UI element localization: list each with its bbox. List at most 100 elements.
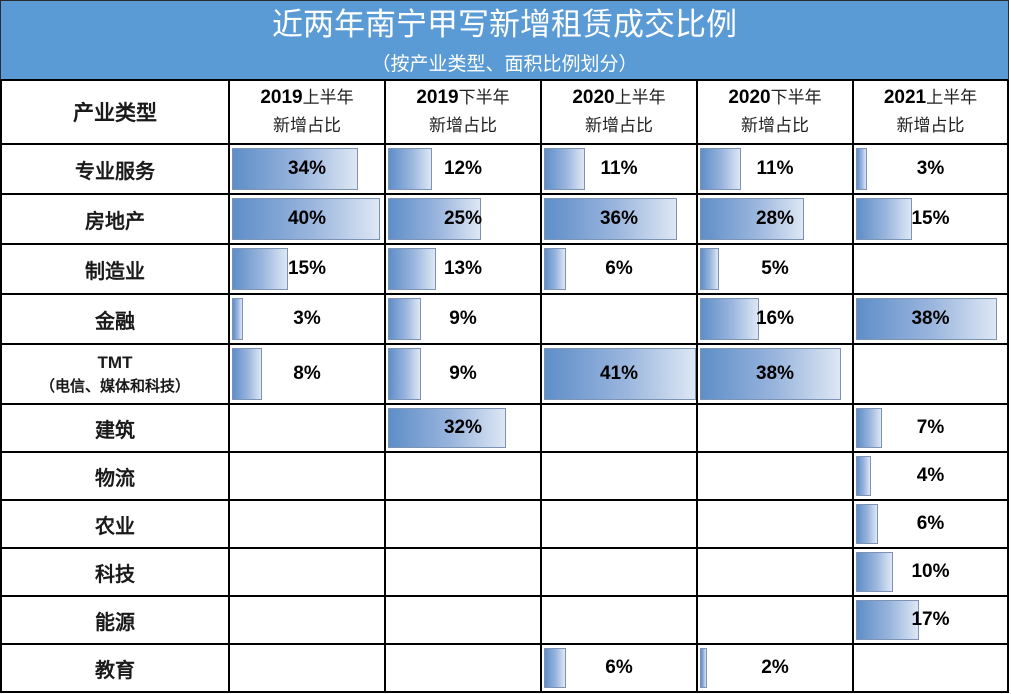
data-bar <box>700 348 841 400</box>
metric-label: 新增占比 <box>273 115 341 136</box>
data-bar <box>544 348 696 400</box>
value-cell: 11% <box>698 145 854 193</box>
category-label: 科技 <box>2 549 228 595</box>
column-header-cell: 2019下半年新增占比 <box>386 80 542 143</box>
value-cell: 12% <box>386 145 542 193</box>
period-label: 2019下半年 <box>416 84 509 112</box>
percentage-value: 3% <box>293 308 321 329</box>
value-cell <box>542 453 698 499</box>
percentage-value: 7% <box>916 417 945 438</box>
percentage-value: 28% <box>755 208 795 229</box>
column-header-row: 产业类型 2019上半年 新增占比 2019下半年 新增占比 2020上半年 新增占比 202… <box>0 80 1009 145</box>
chart-subtitle: （按产业类型、面积比例划分） <box>371 53 638 75</box>
data-bar <box>700 198 804 240</box>
metric-label: 新增占比 <box>429 115 497 136</box>
value-cell <box>854 645 1009 691</box>
category-label: TMT （电信、媒体和科技） <box>2 345 228 403</box>
value-cell: 3% <box>854 145 1009 193</box>
category-name: 金融 <box>95 308 135 333</box>
half-year-label: 下半年 <box>458 87 510 108</box>
value-cell: 13% <box>386 245 542 293</box>
percentage-value: 9% <box>449 308 477 329</box>
title-banner: 近两年南宁甲写新增租赁成交比例 （按产业类型、面积比例划分） <box>0 0 1009 81</box>
value-cell: 6% <box>542 245 698 293</box>
year-label: 2020 <box>728 86 771 108</box>
category-cell: 能源 <box>0 597 230 643</box>
column-header: 2019上半年新增占比 <box>230 80 384 143</box>
value-cell: 9% <box>386 295 542 343</box>
percentage-value: 15% <box>287 258 327 279</box>
category-label: 房地产 <box>2 195 228 243</box>
half-year-label: 上半年 <box>614 87 666 108</box>
category-subtitle: （电信、媒体和科技） <box>39 376 190 395</box>
value-cell <box>854 245 1009 293</box>
percentage-value: 40% <box>287 208 327 229</box>
data-bar <box>700 298 759 340</box>
column-header: 2021上半年 新增占比 <box>854 80 1007 143</box>
value-cell: 16% <box>698 295 854 343</box>
category-name: 专业服务 <box>75 158 155 183</box>
percentage-value: 11% <box>600 158 638 179</box>
percentage-value: 36% <box>599 208 639 229</box>
percentage-value: 6% <box>605 657 633 678</box>
category-name: 建筑 <box>95 417 135 442</box>
category-label: 建筑 <box>2 405 228 451</box>
category-label: 专业服务 <box>2 145 228 193</box>
value-cell <box>698 405 854 451</box>
column-header: 2019下半年新增占比 <box>386 80 540 143</box>
value-cell <box>386 453 542 499</box>
category-header-cell: 产业类型 <box>0 80 230 143</box>
table-row: 农业 6% <box>0 501 1009 549</box>
category-label: 农业 <box>2 501 228 547</box>
category-label: 能源 <box>2 597 228 643</box>
value-cell <box>542 405 698 451</box>
data-bar <box>856 600 919 640</box>
data-bar <box>388 298 421 340</box>
percentage-value: 13% <box>443 258 483 279</box>
half-year-label: 上半年 <box>302 87 354 108</box>
category-name: 房地产 <box>85 208 145 233</box>
data-bar <box>700 148 741 190</box>
value-cell <box>230 405 386 451</box>
value-cell: 4% <box>854 453 1009 499</box>
data-bar <box>856 198 912 240</box>
value-cell: 25% <box>386 195 542 243</box>
percentage-value: 6% <box>916 513 945 534</box>
value-cell <box>698 501 854 547</box>
percentage-value: 16% <box>755 308 795 329</box>
data-bar <box>544 148 585 190</box>
category-cell: 专业服务 <box>0 145 230 193</box>
data-bar <box>232 198 380 240</box>
category-cell: 教育 <box>0 645 230 691</box>
data-bar <box>388 248 436 290</box>
category-cell: 物流 <box>0 453 230 499</box>
percentage-value: 10% <box>911 561 950 582</box>
value-cell <box>230 453 386 499</box>
value-cell: 2% <box>698 645 854 691</box>
table-row: 教育 6% 2% <box>0 645 1009 693</box>
data-bar <box>856 504 878 544</box>
half-year-label: 上半年 <box>926 87 978 108</box>
category-label: 金融 <box>2 295 228 343</box>
data-bar <box>388 148 432 190</box>
data-bar <box>856 148 867 190</box>
percentage-value: 15% <box>911 208 950 229</box>
category-name: 科技 <box>95 561 135 586</box>
percentage-value: 12% <box>443 158 483 179</box>
year-label: 2019 <box>260 86 303 108</box>
year-label: 2019 <box>416 86 459 108</box>
percentage-value: 17% <box>911 609 950 630</box>
table-row: TMT （电信、媒体和科技） 8% 9% 41% 38% <box>0 345 1009 405</box>
percentage-value: 11% <box>756 158 794 179</box>
value-cell: 15% <box>854 195 1009 243</box>
metric-label: 新增占比 <box>741 115 809 136</box>
percentage-value: 34% <box>287 158 327 179</box>
data-bar <box>388 348 421 400</box>
category-cell: 房地产 <box>0 195 230 243</box>
percentage-value: 38% <box>755 363 795 384</box>
value-cell: 3% <box>230 295 386 343</box>
table-row: 物流 4% <box>0 453 1009 501</box>
period-label: 2019上半年 <box>260 84 353 112</box>
table-row: 科技 10% <box>0 549 1009 597</box>
column-header-cell: 2019上半年新增占比 <box>230 80 386 143</box>
